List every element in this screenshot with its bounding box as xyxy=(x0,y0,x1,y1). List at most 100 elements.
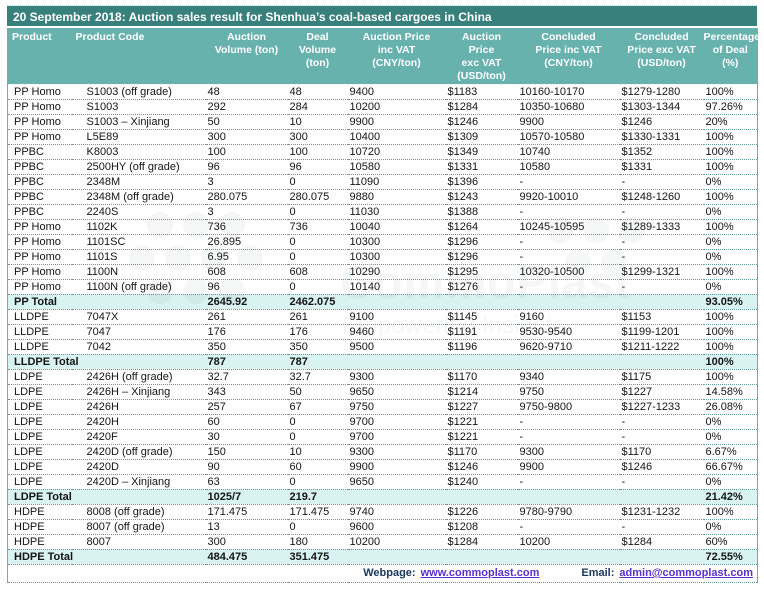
cell-concluded-price-inc-vat-cny: 10350-10680 xyxy=(517,99,620,115)
cell-concluded-price-exc-vat-usd: $1227 xyxy=(619,384,704,400)
cell-concluded-price-inc-vat-cny: 10740 xyxy=(517,144,620,160)
cell-product-code: L5E89 xyxy=(71,129,206,145)
cell-concluded-price-exc-vat-usd: $1227-1233 xyxy=(619,399,704,415)
cell-product-code: 2426H – Xinjiang xyxy=(71,384,206,400)
cell-concluded-price-inc-vat-cny: - xyxy=(517,279,620,295)
cell-deal-percentage: 0% xyxy=(703,519,758,535)
cell-product: LDPE xyxy=(7,429,72,445)
table-row: LDPE 2420D – Xinjiang 63 0 9650 $1240- -0% xyxy=(7,474,758,490)
cell-concluded-price-inc-vat-cny: 9750 xyxy=(517,384,620,400)
cell-auction-price-exc-vat-usd xyxy=(445,294,518,310)
cell-product: HDPE xyxy=(7,504,72,520)
cell-auction-volume: 608 xyxy=(205,264,288,280)
cell-auction-price-inc-vat-cny: 9460 xyxy=(347,324,446,340)
cell-concluded-price-exc-vat-usd: - xyxy=(619,414,704,430)
cell-deal-volume: 176 xyxy=(287,324,348,340)
cell-auction-volume: 257 xyxy=(205,399,288,415)
cell-concluded-price-inc-vat-cny: 9300 xyxy=(517,444,620,460)
column-header-concluded-price-exc-vat-usd: Concluded Price exc VAT (USD/ton) xyxy=(619,28,704,85)
cell-concluded-price-inc-vat-cny: 10200 xyxy=(517,534,620,550)
table-row: HDPE 8008 (off grade) 171.475 171.475 9740 $1… xyxy=(7,504,758,520)
cell-concluded-price-exc-vat-usd: - xyxy=(619,204,704,220)
cell-deal-percentage: 100% xyxy=(703,324,758,340)
cell-concluded-price-exc-vat-usd: $1279-1280 xyxy=(619,84,704,100)
cell-auction-volume: 736 xyxy=(205,219,288,235)
cell-auction-price-inc-vat-cny: 9750 xyxy=(347,399,446,415)
cell-product: LDPE xyxy=(7,399,72,415)
cell-deal-volume: 0 xyxy=(287,279,348,295)
cell-auction-volume: 292 xyxy=(205,99,288,115)
cell-auction-price-exc-vat-usd: $1276 xyxy=(445,279,518,295)
cell-auction-volume: 90 xyxy=(205,459,288,475)
cell-deal-volume: 0 xyxy=(287,474,348,490)
cell-deal-percentage: 100% xyxy=(703,129,758,145)
email-link[interactable]: admin@commoplast.com xyxy=(619,567,753,579)
cell-product: LDPE xyxy=(7,474,72,490)
cell-concluded-price-inc-vat-cny: 9620-9710 xyxy=(517,339,620,355)
cell-deal-percentage: 60% xyxy=(703,534,758,550)
cell-concluded-price-inc-vat-cny: 10580 xyxy=(517,159,620,175)
cell-concluded-price-exc-vat-usd: $1330-1331 xyxy=(619,129,704,145)
cell-concluded-price-exc-vat-usd xyxy=(619,294,704,310)
cell-concluded-price-inc-vat-cny: - xyxy=(517,474,620,490)
total-row: LLDPE Total 787 787 100% xyxy=(7,354,758,370)
cell-auction-price-exc-vat-usd: $1284 xyxy=(445,534,518,550)
cell-auction-price-exc-vat-usd: $1296 xyxy=(445,234,518,250)
cell-deal-volume: 10 xyxy=(287,444,348,460)
table-row: LDPE 2420F 30 0 9700 $1221- -0% xyxy=(7,429,758,445)
cell-auction-price-inc-vat-cny: 10400 xyxy=(347,129,446,145)
cell-concluded-price-exc-vat-usd: $1231-1232 xyxy=(619,504,704,520)
cell-concluded-price-exc-vat-usd: - xyxy=(619,429,704,445)
cell-concluded-price-exc-vat-usd: $1303-1344 xyxy=(619,99,704,115)
cell-deal-percentage: 100% xyxy=(703,504,758,520)
cell-product-code: 2420D xyxy=(71,459,206,475)
cell-concluded-price-exc-vat-usd: $1248-1260 xyxy=(619,189,704,205)
cell-auction-volume: 30 xyxy=(205,429,288,445)
webpage-label: Webpage: xyxy=(363,567,416,579)
cell-deal-volume: 48 xyxy=(287,84,348,100)
cell-auction-price-exc-vat-usd: $1243 xyxy=(445,189,518,205)
cell-product: LLDPE xyxy=(7,339,72,355)
cell-product-code: S1003 – Xinjiang xyxy=(71,114,206,130)
cell-auction-price-exc-vat-usd xyxy=(445,489,518,505)
cell-product-code: S1003 xyxy=(71,99,206,115)
cell-product-code: 7047X xyxy=(71,309,206,325)
webpage-link[interactable]: www.commoplast.com xyxy=(420,567,540,579)
column-header-auction-price-exc-vat-usd: Auction Price exc VAT (USD/ton) xyxy=(445,28,518,85)
cell-product-code xyxy=(71,489,206,505)
cell-product-code: 2426H (off grade) xyxy=(71,369,206,385)
cell-product: LDPE xyxy=(7,444,72,460)
cell-deal-volume: 351.475 xyxy=(287,549,348,565)
auction-results-sheet: 20 September 2018: Auction sales result … xyxy=(7,5,760,583)
cell-auction-price-inc-vat-cny: 9400 xyxy=(347,84,446,100)
table-row: LDPE 2426H (off grade) 32.7 32.7 9300 $1170 93… xyxy=(7,369,758,385)
cell-deal-volume: 0 xyxy=(287,204,348,220)
cell-auction-price-exc-vat-usd: $1183 xyxy=(445,84,518,100)
cell-concluded-price-exc-vat-usd: - xyxy=(619,279,704,295)
cell-deal-percentage: 0% xyxy=(703,279,758,295)
cell-product-code: 2420D – Xinjiang xyxy=(71,474,206,490)
cell-product-code: 8007 xyxy=(71,534,206,550)
cell-auction-price-exc-vat-usd: $1214 xyxy=(445,384,518,400)
cell-auction-volume: 32.7 xyxy=(205,369,288,385)
cell-auction-volume: 96 xyxy=(205,279,288,295)
cell-deal-volume: 2462.075 xyxy=(287,294,348,310)
cell-auction-volume: 343 xyxy=(205,384,288,400)
cell-product-code xyxy=(71,294,206,310)
cell-concluded-price-exc-vat-usd xyxy=(619,354,704,370)
cell-product-code: 2420D (off grade) xyxy=(71,444,206,460)
cell-auction-volume: 1025/7 xyxy=(205,489,288,505)
column-header-product: Product xyxy=(7,28,72,85)
table-row: PP Homo S1003 – Xinjiang 50 10 9900 $1246 9900… xyxy=(7,114,758,130)
cell-concluded-price-inc-vat-cny: - xyxy=(517,429,620,445)
cell-product: LDPE xyxy=(7,369,72,385)
cell-deal-volume: 0 xyxy=(287,174,348,190)
table-row: PPBC 2240S 3 0 11030 $1388- -0% xyxy=(7,204,758,220)
cell-deal-volume: 32.7 xyxy=(287,369,348,385)
cell-auction-volume: 3 xyxy=(205,204,288,220)
cell-auction-price-exc-vat-usd xyxy=(445,354,518,370)
cell-concluded-price-exc-vat-usd: $1284 xyxy=(619,534,704,550)
cell-deal-percentage: 100% xyxy=(703,144,758,160)
column-header-product-code: Product Code xyxy=(71,28,206,85)
cell-concluded-price-exc-vat-usd xyxy=(619,549,704,565)
